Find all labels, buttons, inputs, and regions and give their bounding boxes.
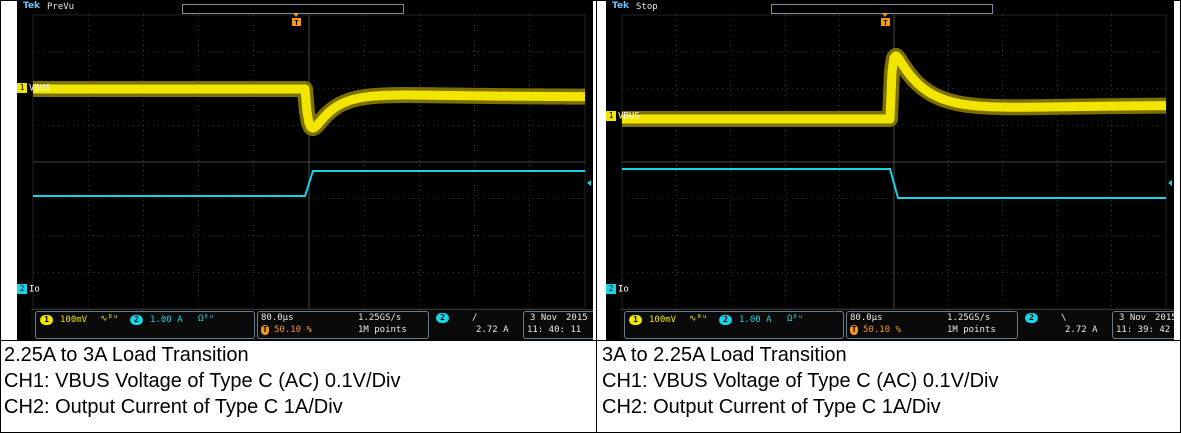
caption-ch1: CH1: VBUS Voltage of Type C (AC) 0.1V/Di… (4, 370, 401, 392)
time: 11: 39: 42 (1116, 325, 1171, 335)
ch1-coupling: ∿⁸ᵘ (100, 314, 119, 324)
sample-rate: 1.25GS/s (358, 313, 402, 323)
ch2-scale: 1.00 A (739, 315, 772, 325)
trigger-pos-icon: T (261, 325, 269, 335)
ch1-number: 1 (17, 83, 27, 93)
vertical-settings-box[interactable]: 1 100mV ∿⁸ᵘ 2 1.00 A Ω⁸ᵘ (624, 311, 844, 339)
trigger-source-pill: 2 (1025, 313, 1038, 323)
ch2-waveform (622, 168, 1166, 199)
datetime-box: 3 Nov 2015 11: 40: 11 (523, 311, 593, 339)
ch1-label: VBUS (29, 83, 51, 94)
graticule (32, 14, 586, 310)
row-divider (0, 340, 1181, 341)
record-length-indicator (182, 4, 404, 14)
brand-logo: Tek (612, 1, 630, 11)
horizontal-settings-box[interactable]: 80.0µs 1.25GS/s T 50.10 % 1M points (846, 311, 1018, 339)
horizontal-settings-box[interactable]: 80.0µs 1.25GS/s T 50.10 % 1M points (257, 311, 429, 339)
svg-text:T: T (294, 19, 298, 27)
vertical-settings-box[interactable]: 1 100mV ∿⁸ᵘ 2 1.00 A Ω⁸ᵘ (35, 311, 255, 339)
ch1-scale: 100mV (649, 315, 677, 325)
trigger-settings-box[interactable]: 2 / 2.72 A (431, 311, 523, 339)
ch1-scale: 100mV (60, 315, 88, 325)
trigger-position: 50.10 % (274, 325, 312, 335)
caption-left: 2.25A to 3A Load Transition CH1: VBUS Vo… (4, 342, 400, 420)
trigger-source-pill: 2 (436, 313, 449, 323)
trigger-position-marker: T (292, 13, 301, 27)
caption-title: 3A to 2.25A Load Transition (602, 344, 847, 366)
caption-right: 3A to 2.25A Load Transition CH1: VBUS Vo… (602, 342, 998, 420)
record-length-indicator (771, 4, 993, 14)
scope-top-bar: Tek Stop (606, 1, 1174, 15)
column-divider (596, 0, 597, 433)
svg-text:T: T (883, 19, 887, 27)
ch1-number: 1 (606, 111, 616, 121)
sample-rate: 1.25GS/s (947, 313, 991, 323)
ch1-label: VBUS (618, 111, 640, 122)
waveform-display (27, 14, 591, 310)
ch2-number: 2 (17, 284, 27, 294)
trigger-position-marker: T (881, 13, 890, 27)
trigger-settings-box[interactable]: 2 \ 2.72 A (1020, 311, 1112, 339)
brand-logo: Tek (23, 1, 41, 11)
scope-top-bar: Tek PreVu (17, 1, 593, 15)
ch1-waveform (619, 51, 1169, 124)
trigger-pos-icon: T (850, 325, 858, 335)
trigger-level: 2.72 A (476, 325, 509, 335)
record-length: 1M points (358, 325, 407, 335)
ch2-scale: 1.00 A (150, 315, 183, 325)
acquisition-mode: Stop (636, 2, 658, 12)
ch2-number: 2 (606, 284, 616, 294)
oscilloscope-screen-right: Tek Stop T 1 VBUS 2 Io 1 100mV ∿⁸ᵘ 2 1.00 … (606, 1, 1174, 340)
ch2-marker: 2 Io (606, 284, 629, 295)
ch2-waveform (33, 170, 585, 197)
ch2-coupling: Ω⁸ᵘ (198, 314, 215, 324)
ch2-label: Io (618, 284, 629, 295)
timebase: 80.0µs (261, 313, 294, 323)
ch2-offset-arrow (1168, 180, 1172, 186)
ch1-coupling: ∿⁸ᵘ (689, 314, 708, 324)
oscilloscope-screen-left: Tek PreVu T 1 VBUS 2 Io 1 100mV ∿⁸ᵘ 2 1.00… (17, 1, 593, 340)
ch2-pill: 2 (130, 315, 143, 325)
year: 2015 (566, 313, 588, 323)
trigger-slope: \ (1061, 313, 1067, 323)
acquisition-mode: PreVu (47, 2, 75, 12)
ch2-offset-arrow (587, 180, 591, 186)
record-length: 1M points (947, 325, 996, 335)
ch1-pill: 1 (629, 315, 642, 325)
date: 3 Nov (1119, 313, 1147, 323)
status-bar: 1 100mV ∿⁸ᵘ 2 1.00 A Ω⁸ᵘ 80.0µs 1.25GS/s… (620, 309, 1174, 340)
trigger-slope: / (472, 313, 478, 323)
trigger-position: 50.10 % (863, 325, 901, 335)
ch2-coupling: Ω⁸ᵘ (787, 314, 804, 324)
ch2-pill: 2 (719, 315, 732, 325)
caption-ch2: CH2: Output Current of Type C 1A/Div (4, 396, 343, 418)
waveform-display (616, 14, 1172, 310)
ch1-marker: 1 VBUS (606, 111, 640, 122)
year: 2015 (1155, 313, 1174, 323)
timebase: 80.0µs (850, 313, 883, 323)
ch2-label: Io (29, 284, 40, 295)
datetime-box: 3 Nov 2015 11: 39: 42 (1112, 311, 1174, 339)
ch2-marker: 2 Io (17, 284, 40, 295)
trigger-level: 2.72 A (1065, 325, 1098, 335)
ch1-pill: 1 (40, 315, 53, 325)
ch1-waveform (30, 84, 588, 133)
ch1-marker: 1 VBUS (17, 83, 51, 94)
caption-title: 2.25A to 3A Load Transition (4, 344, 249, 366)
caption-ch2: CH2: Output Current of Type C 1A/Div (602, 396, 941, 418)
date: 3 Nov (530, 313, 558, 323)
time: 11: 40: 11 (527, 325, 582, 335)
caption-ch1: CH1: VBUS Voltage of Type C (AC) 0.1V/Di… (602, 370, 999, 392)
status-bar: 1 100mV ∿⁸ᵘ 2 1.00 A Ω⁸ᵘ 80.0µs 1.25GS/s… (31, 309, 593, 340)
